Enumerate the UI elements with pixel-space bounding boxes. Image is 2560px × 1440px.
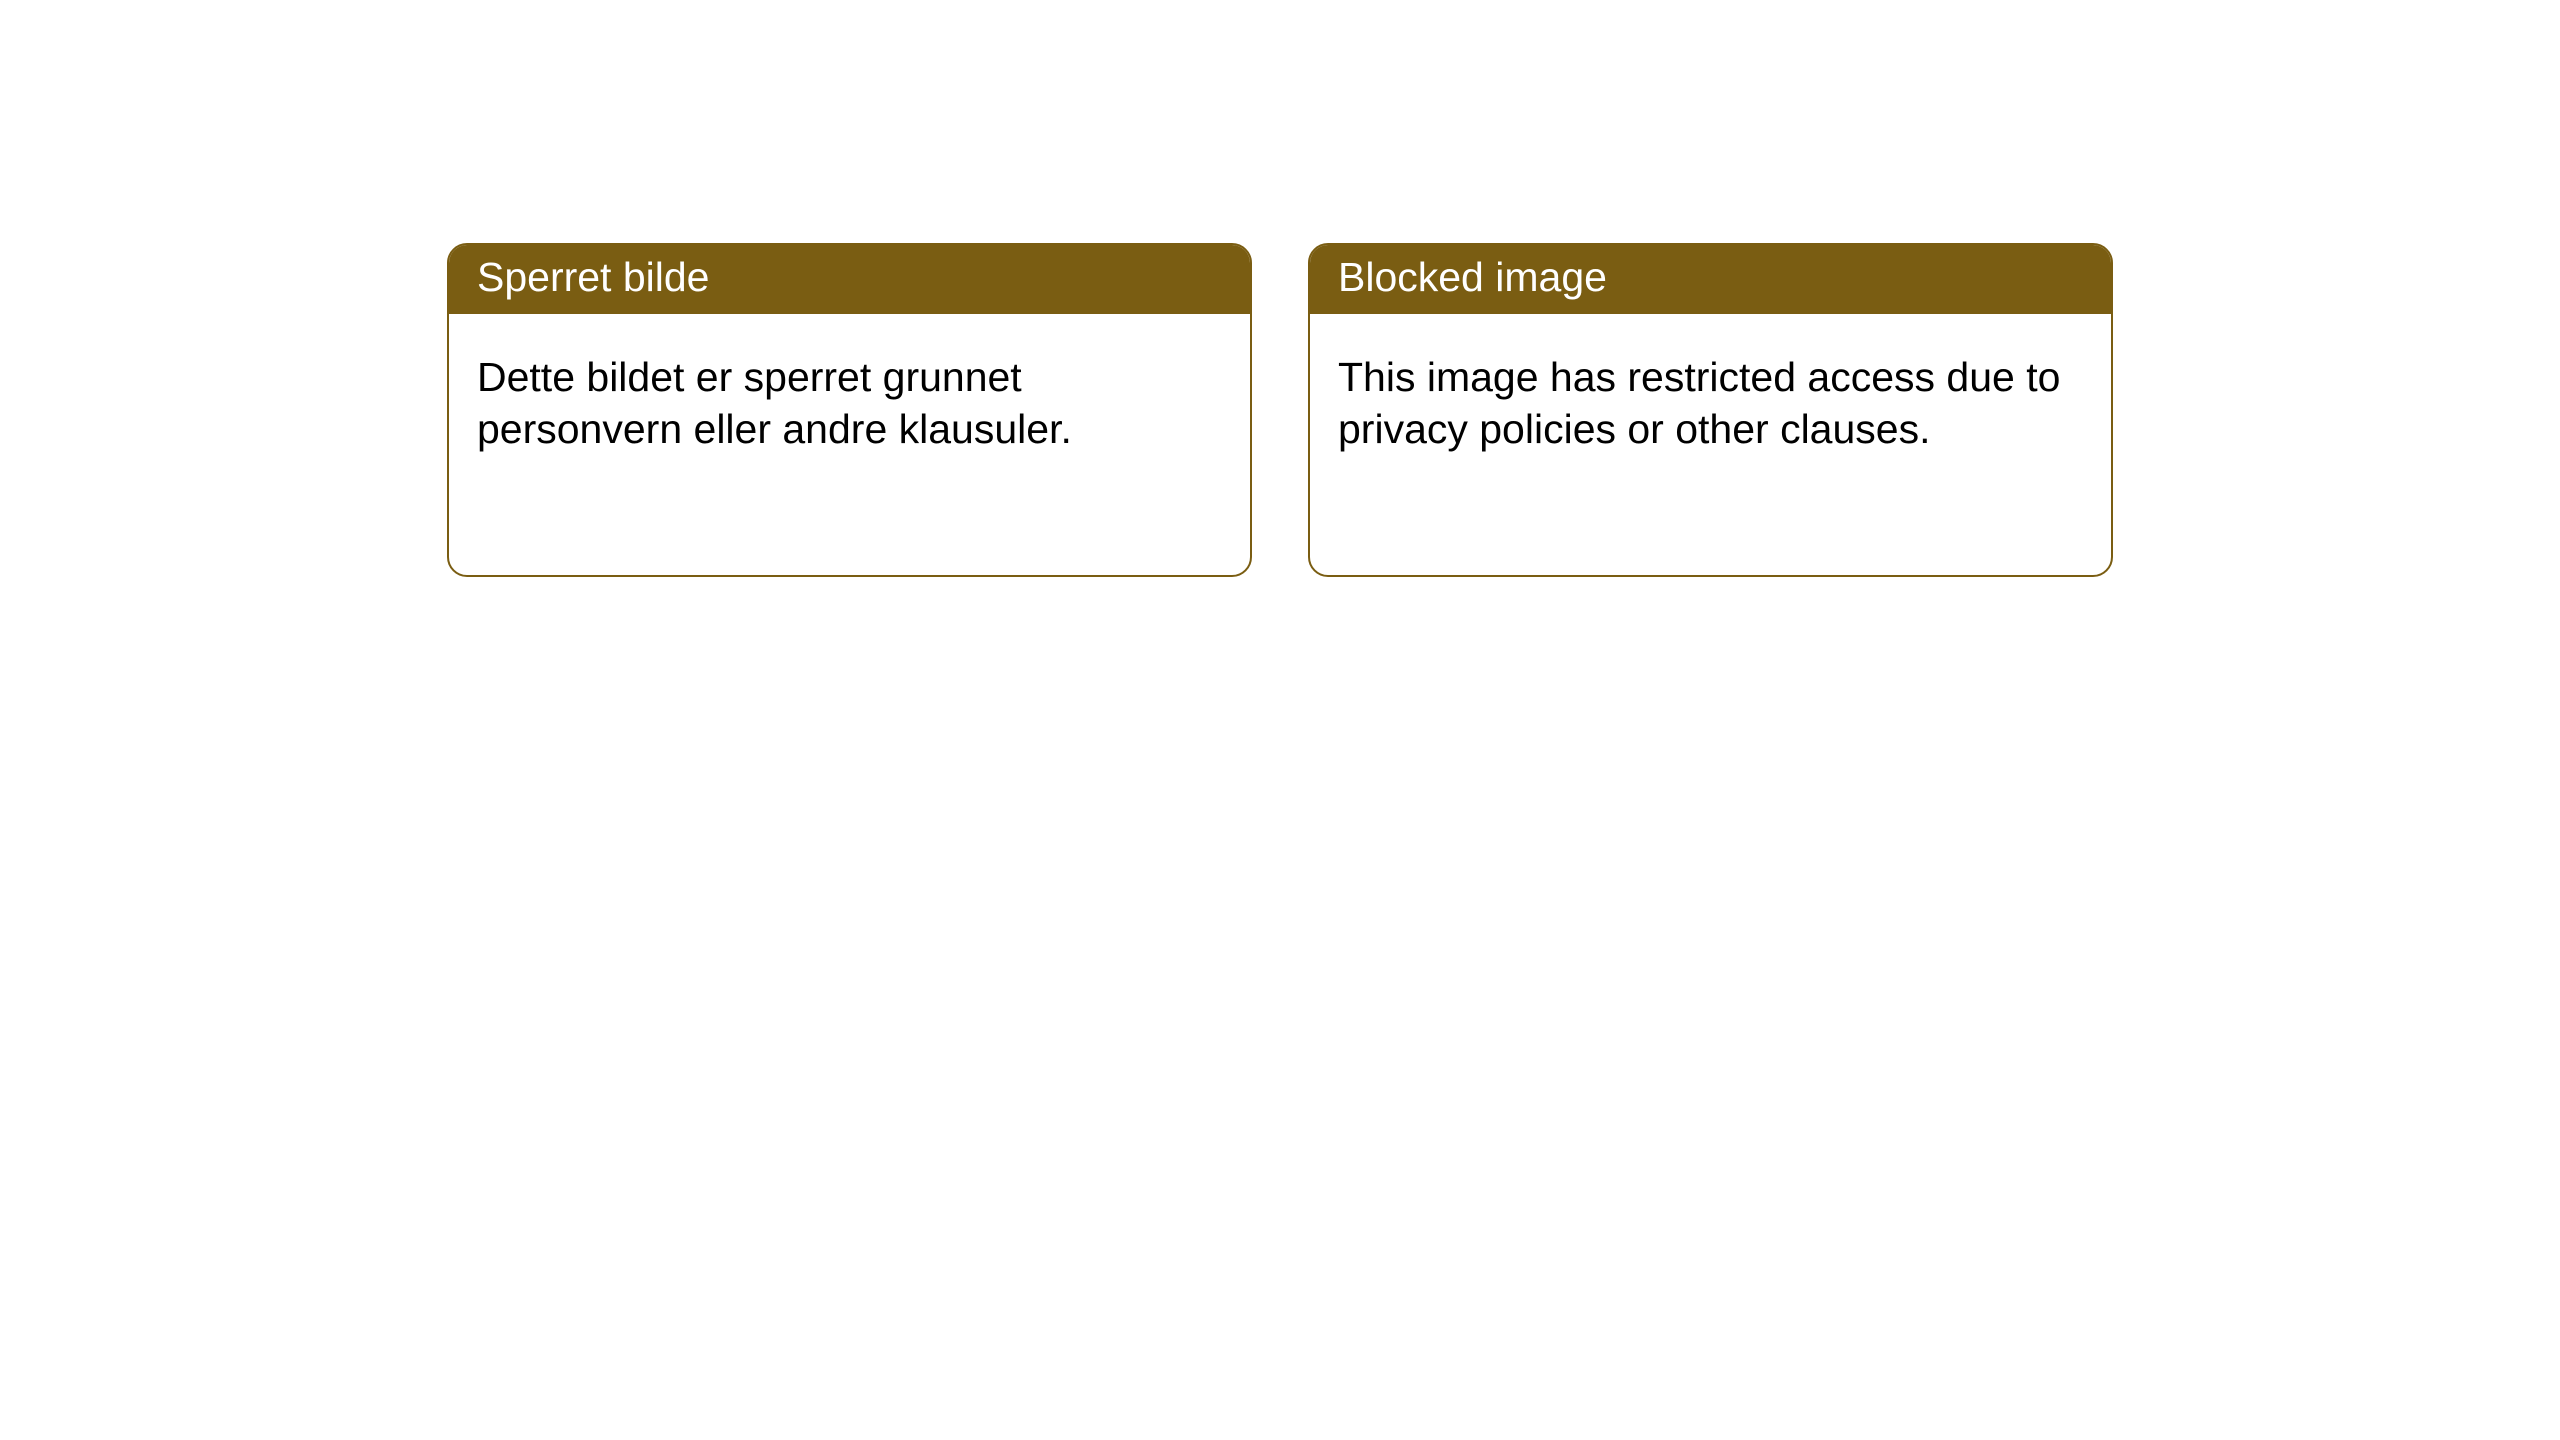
notice-title-no: Sperret bilde (449, 245, 1250, 314)
notice-title-en: Blocked image (1310, 245, 2111, 314)
notice-body-no: Dette bildet er sperret grunnet personve… (449, 314, 1250, 483)
notice-body-en: This image has restricted access due to … (1310, 314, 2111, 483)
notice-container: Sperret bilde Dette bildet er sperret gr… (0, 0, 2560, 577)
notice-card-en: Blocked image This image has restricted … (1308, 243, 2113, 577)
notice-card-no: Sperret bilde Dette bildet er sperret gr… (447, 243, 1252, 577)
